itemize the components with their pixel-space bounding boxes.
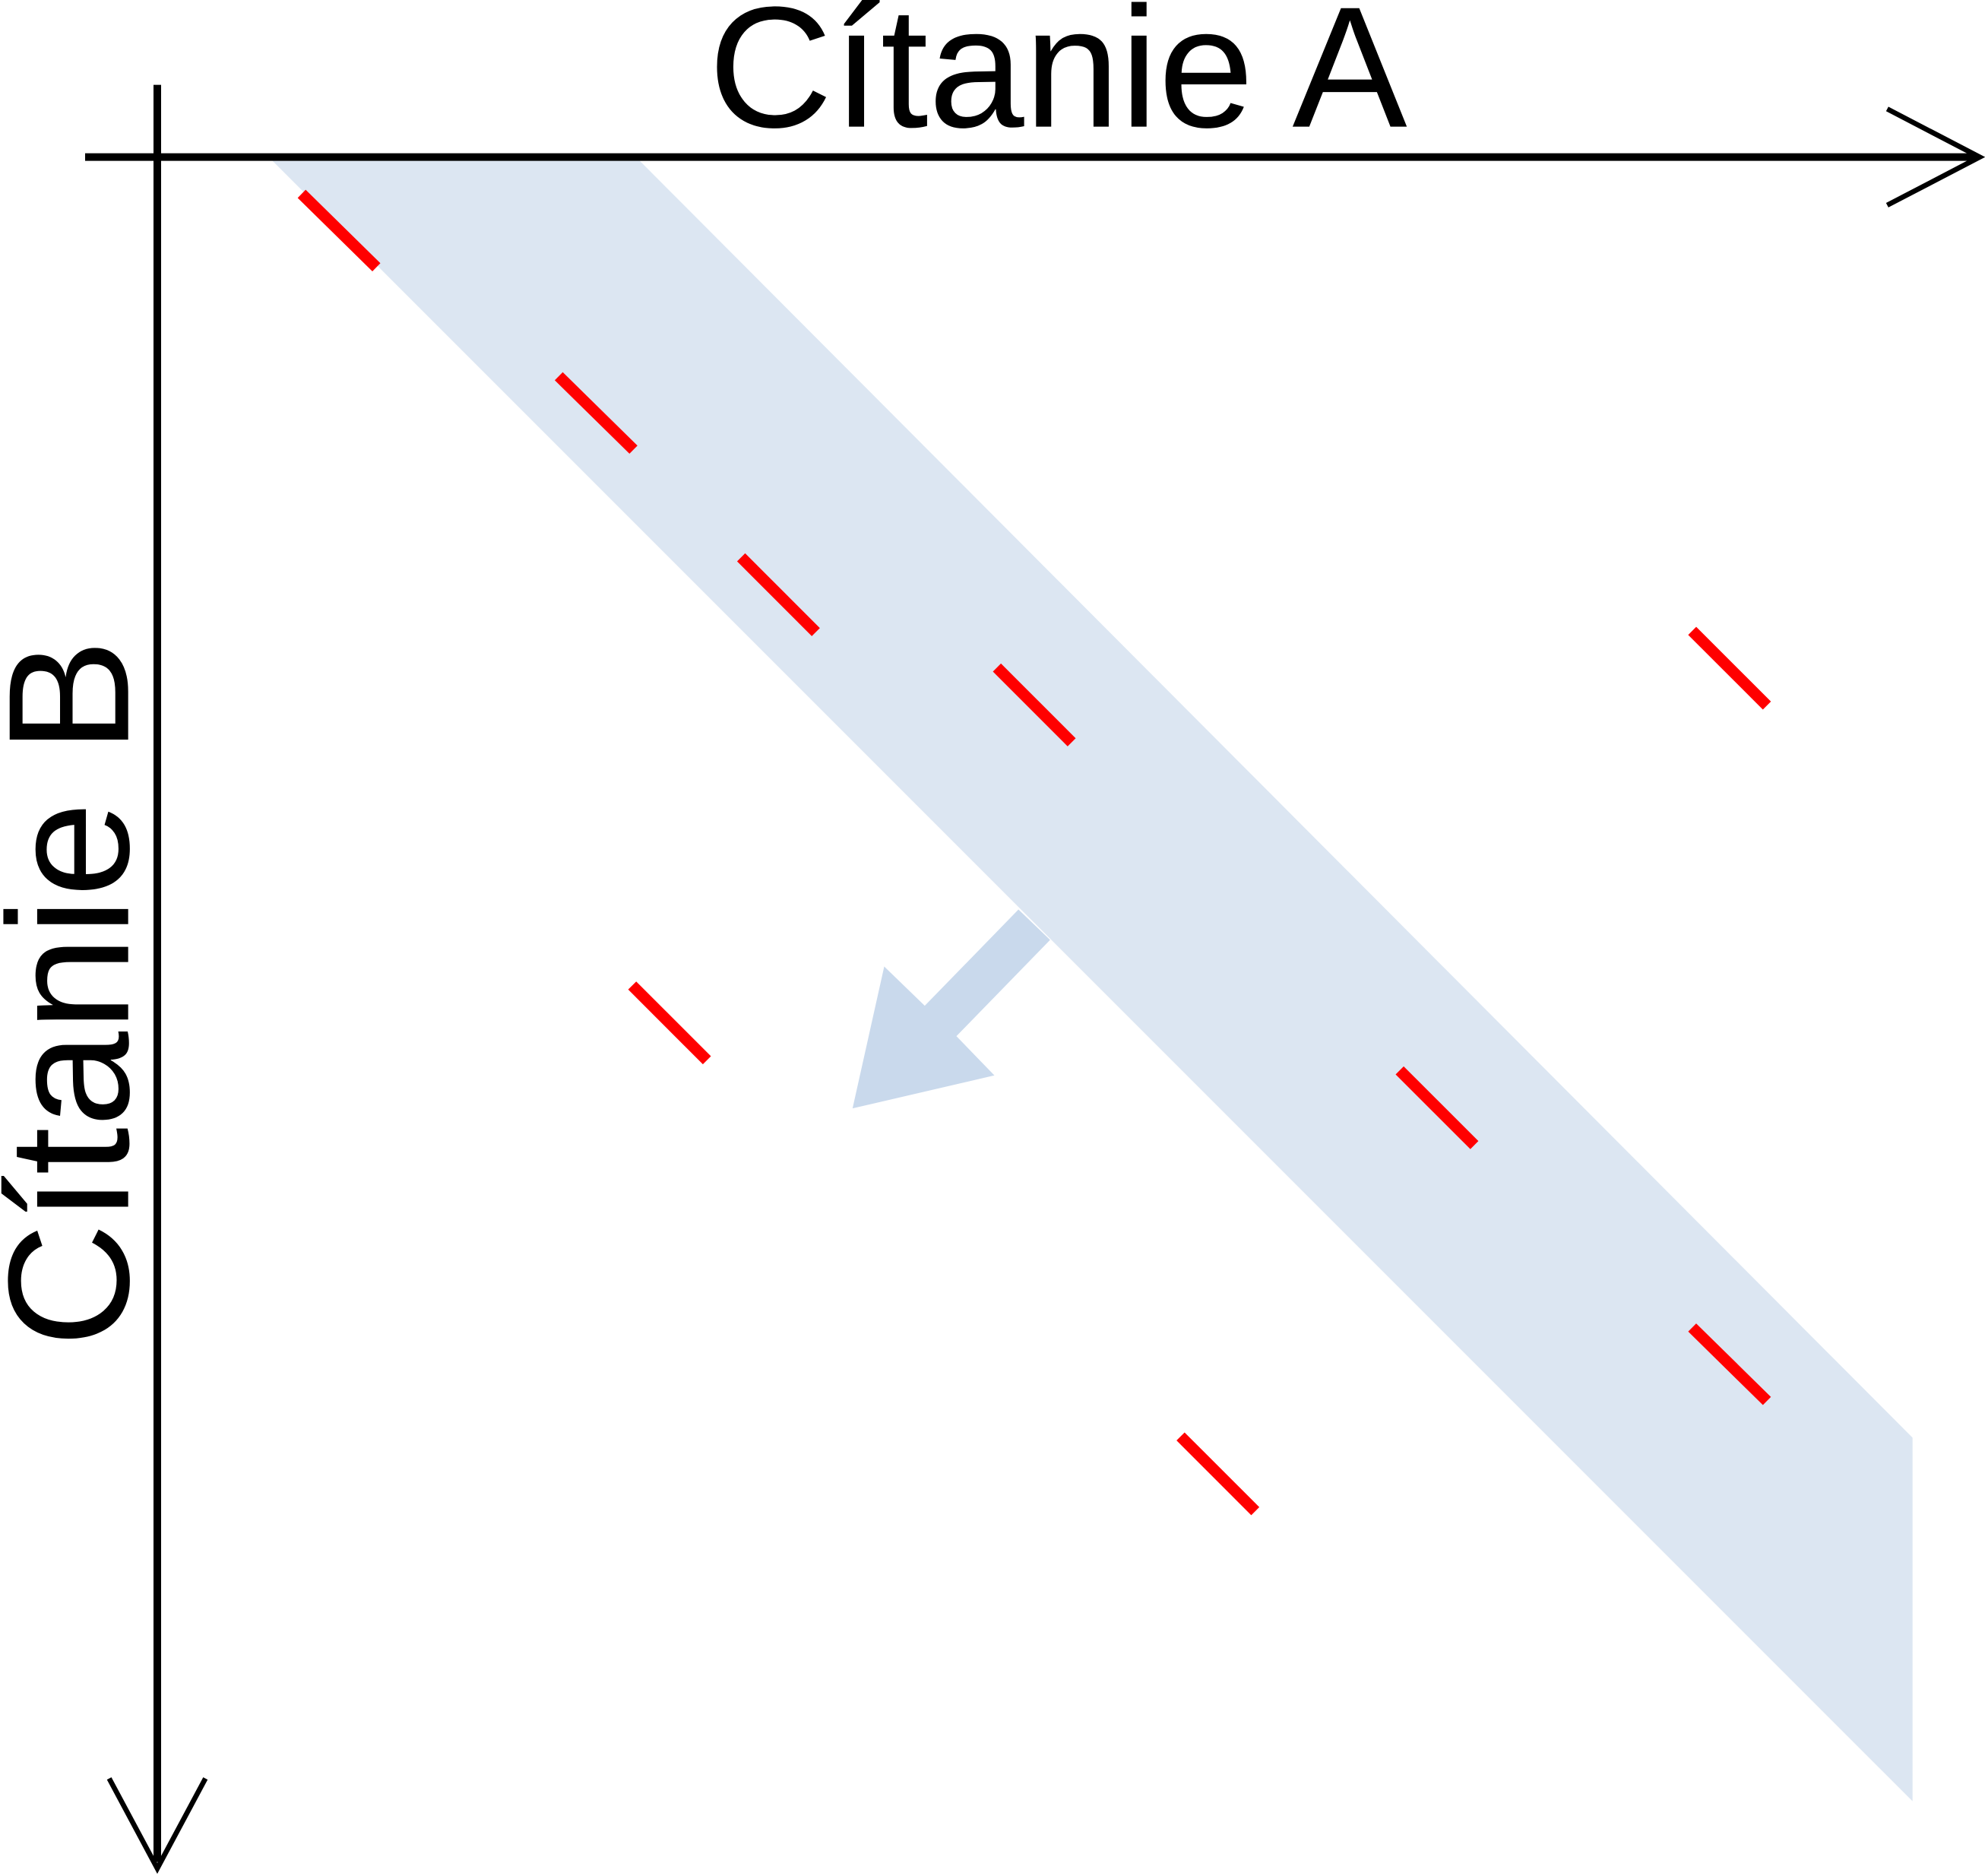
alignment-band	[268, 157, 1913, 1802]
match-mark	[297, 189, 381, 271]
match-mark	[1688, 626, 1771, 710]
horizontal-axis-label: Čítanie A	[708, 0, 1407, 164]
match-mark	[1176, 1432, 1260, 1516]
shift-arrow-icon	[852, 909, 1050, 1109]
match-mark	[736, 553, 820, 636]
match-mark	[554, 372, 638, 454]
match-mark	[992, 663, 1076, 746]
vertical-axis-label: Čítanie B	[0, 639, 166, 1347]
match-marks	[297, 189, 1771, 1516]
match-mark	[628, 981, 711, 1065]
match-mark	[1395, 1066, 1479, 1149]
vertical-arrowhead-icon	[106, 1777, 208, 1874]
match-mark	[1688, 1323, 1771, 1405]
horizontal-arrowhead-icon	[1885, 106, 1985, 208]
